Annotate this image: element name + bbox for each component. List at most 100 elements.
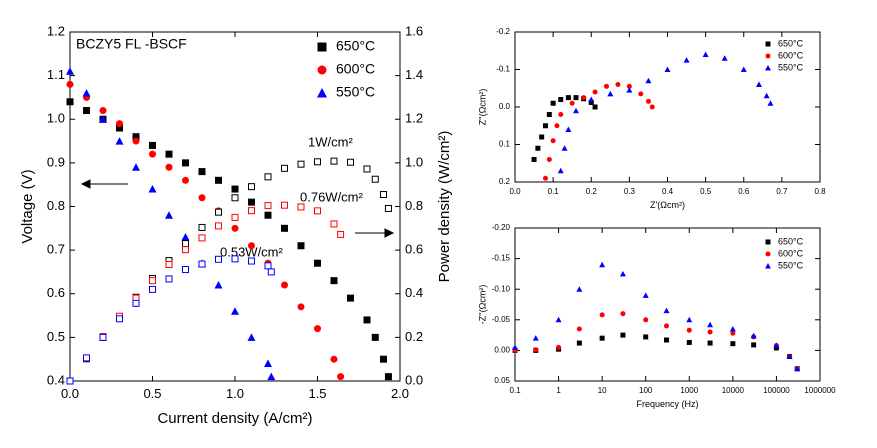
- legend-label: 550°C: [778, 260, 804, 270]
- point: [558, 112, 564, 117]
- point: [512, 344, 518, 350]
- point: [267, 372, 276, 381]
- point: [132, 163, 140, 171]
- point: [231, 213, 239, 221]
- y2-tick-label: 0.2: [405, 329, 423, 344]
- y-tick-label: -0.05: [492, 315, 511, 324]
- point: [165, 211, 173, 219]
- point: [198, 194, 206, 202]
- point: [576, 340, 582, 346]
- point: [281, 224, 288, 232]
- point: [132, 133, 140, 141]
- y-tick-label: 0.6: [47, 285, 65, 300]
- x-tick-label: 0.7: [776, 187, 788, 196]
- point: [565, 126, 572, 132]
- point: [314, 158, 321, 166]
- legend-marker: [317, 88, 327, 98]
- x-tick-label: 0.1: [509, 386, 521, 395]
- x-tick-label: 0.2: [586, 187, 598, 196]
- point: [642, 292, 649, 298]
- point: [751, 342, 757, 348]
- point: [198, 234, 206, 242]
- y-tick-label: 0.05: [494, 376, 510, 385]
- point: [198, 168, 206, 176]
- point: [569, 100, 575, 106]
- y-tick-label: 0.00: [494, 346, 510, 355]
- legend-marker: [317, 42, 327, 52]
- point: [66, 67, 74, 75]
- point: [149, 285, 156, 293]
- point: [561, 145, 568, 151]
- point: [297, 160, 305, 168]
- point: [330, 220, 338, 228]
- point: [330, 157, 338, 165]
- point: [707, 321, 714, 328]
- annotation: 0.76W/cm²: [300, 189, 364, 204]
- point: [535, 145, 541, 151]
- point: [214, 281, 223, 289]
- point: [707, 329, 713, 335]
- point: [615, 82, 621, 87]
- point: [231, 185, 239, 193]
- plot-frame: [514, 227, 821, 382]
- point: [730, 341, 736, 347]
- point: [337, 230, 345, 238]
- point: [756, 81, 762, 87]
- x-tick-label: 0.3: [624, 187, 636, 196]
- point: [604, 83, 609, 89]
- y2-tick-label: 0.0: [405, 372, 423, 387]
- point: [773, 342, 780, 349]
- point: [66, 377, 74, 385]
- point: [215, 222, 222, 230]
- point: [686, 339, 692, 345]
- point: [558, 97, 564, 102]
- point: [165, 150, 173, 158]
- arrows: [80, 179, 395, 238]
- point: [663, 307, 670, 314]
- point: [626, 87, 633, 93]
- point: [599, 335, 605, 341]
- point: [297, 203, 305, 211]
- point: [149, 150, 156, 158]
- point: [550, 100, 556, 106]
- x-tick-label: 10: [598, 386, 607, 395]
- y-tick-label: 0.8: [47, 198, 65, 213]
- point: [543, 123, 548, 129]
- point: [337, 373, 345, 381]
- x-tick-label: 0.5: [700, 187, 712, 196]
- point: [683, 57, 690, 63]
- point: [546, 157, 552, 162]
- point: [626, 83, 632, 89]
- point: [314, 207, 321, 215]
- point: [620, 311, 626, 317]
- point: [330, 277, 338, 285]
- point: [231, 307, 239, 315]
- point: [573, 107, 579, 114]
- point: [99, 115, 107, 123]
- legend-marker: [765, 239, 771, 245]
- y2-tick-label: 1.4: [405, 67, 423, 82]
- x-tick-label: 1.0: [226, 386, 244, 401]
- y2-axis-label: Power density (W/cm²): [436, 131, 453, 283]
- point: [264, 211, 272, 219]
- x-tick-label: 1000: [680, 386, 698, 395]
- point: [181, 233, 190, 241]
- point: [231, 255, 239, 263]
- legend-marker: [765, 65, 771, 71]
- x-tick-label: 10000: [722, 386, 745, 395]
- point: [532, 335, 539, 341]
- legend-label: 600°C: [778, 50, 804, 60]
- x-axis-label: Z'(Ωcm²): [650, 200, 685, 210]
- point: [132, 299, 140, 307]
- point: [66, 80, 74, 88]
- point: [116, 124, 123, 132]
- legend-marker: [317, 65, 327, 75]
- y-tick-label: 0.5: [47, 329, 65, 344]
- point: [645, 77, 652, 84]
- point: [281, 164, 288, 172]
- point: [592, 104, 598, 110]
- y-tick-label: 0.2: [499, 177, 511, 186]
- point: [371, 175, 379, 183]
- point: [215, 255, 222, 263]
